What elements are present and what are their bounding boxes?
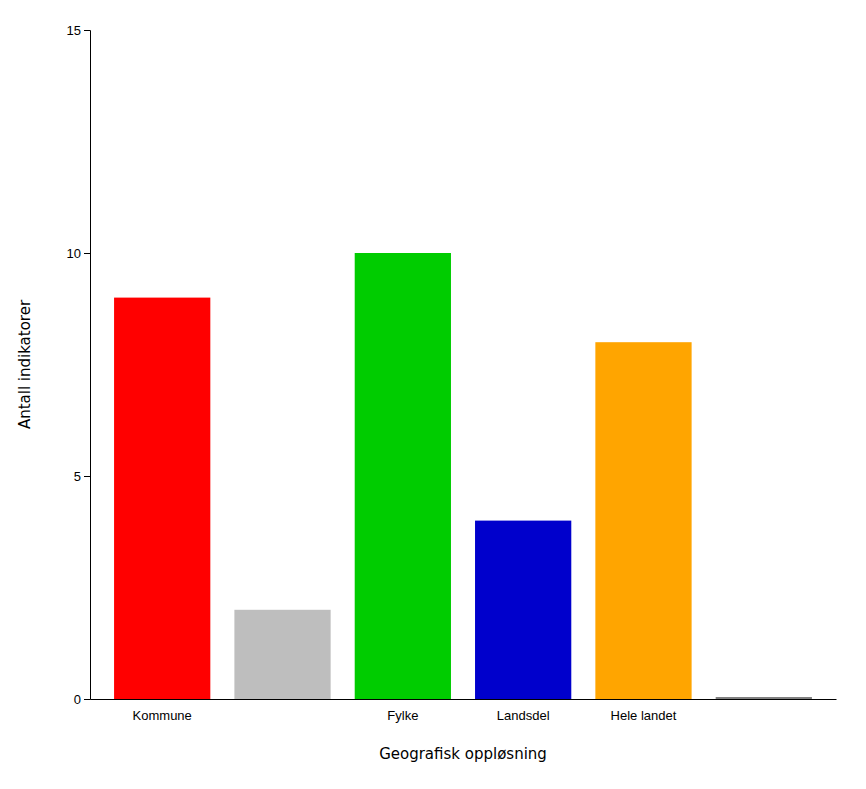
x-tick-label: Kommune xyxy=(133,708,192,723)
y-tick: 10 xyxy=(67,246,90,261)
x-tick: Landsdel xyxy=(497,699,550,723)
y-tick-label: 15 xyxy=(67,23,81,38)
plot-area: 0 5 10 15 Kommune Fylke Landsdel Hele landet xyxy=(67,23,837,724)
y-tick-mark xyxy=(84,699,90,700)
y-tick: 15 xyxy=(67,23,90,38)
x-axis-title: Geografisk oppløsning xyxy=(379,745,547,763)
bar xyxy=(114,298,210,699)
x-tick: Fylke xyxy=(387,699,418,723)
bar xyxy=(716,697,812,699)
y-tick: 5 xyxy=(74,469,90,484)
chart-container: 0 5 10 15 Kommune Fylke Landsdel Hele landet Geo… xyxy=(0,0,866,789)
x-tick-label: Fylke xyxy=(387,708,418,723)
y-tick-label: 0 xyxy=(74,692,81,707)
y-axis-title: Antall indikatorer xyxy=(16,299,34,429)
x-tick: Hele landet xyxy=(611,699,677,723)
bar xyxy=(595,342,691,699)
y-axis-line xyxy=(84,31,91,700)
y-tick-label: 10 xyxy=(67,246,81,261)
y-tick-mark xyxy=(84,476,90,477)
y-tick-mark xyxy=(84,253,90,254)
bars xyxy=(114,253,812,699)
x-tick-label: Landsdel xyxy=(497,708,550,723)
y-tick-mark xyxy=(84,30,90,31)
x-tick: Kommune xyxy=(133,699,192,723)
x-axis-line xyxy=(91,699,837,700)
bar xyxy=(475,521,571,699)
bar xyxy=(234,610,330,699)
y-axis: 0 5 10 15 xyxy=(67,23,91,707)
bar xyxy=(355,253,451,699)
y-tick: 0 xyxy=(74,692,90,707)
x-axis: Kommune Fylke Landsdel Hele landet xyxy=(91,699,837,723)
y-tick-label: 5 xyxy=(74,469,81,484)
chart-svg: 0 5 10 15 Kommune Fylke Landsdel Hele landet Geo… xyxy=(0,0,866,789)
x-tick-label: Hele landet xyxy=(611,708,677,723)
